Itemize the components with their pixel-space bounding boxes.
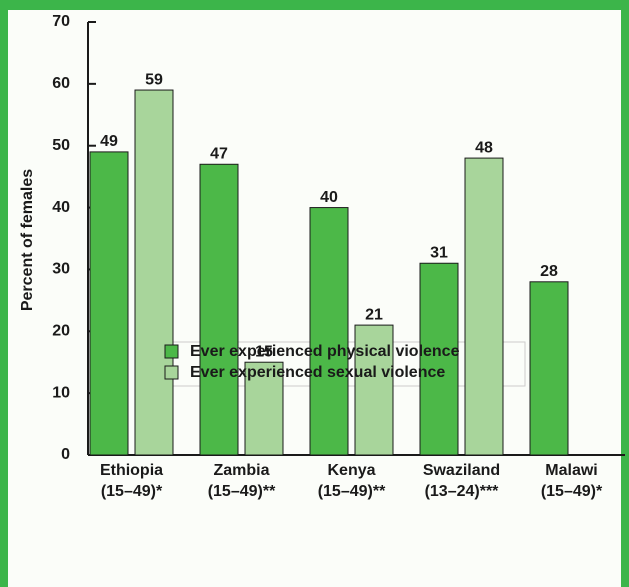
x-tick-label: Ethiopia [100, 462, 163, 479]
y-tick-label: 50 [52, 137, 70, 154]
x-tick-label: Swaziland [423, 462, 500, 479]
data-label: 40 [320, 189, 338, 206]
data-label: 47 [210, 145, 228, 162]
bar [199, 163, 239, 456]
bar [464, 157, 504, 456]
y-tick-label: 60 [52, 75, 70, 92]
data-label: 59 [145, 71, 163, 88]
x-tick-label: Zambia [213, 462, 269, 479]
bar [354, 324, 394, 456]
y-tick-label: 30 [52, 261, 70, 278]
data-label: 48 [475, 139, 493, 156]
y-tick-label: 70 [52, 13, 70, 30]
data-label: 28 [540, 263, 558, 280]
bar [419, 262, 459, 456]
legend-swatch [164, 365, 179, 380]
bar [134, 89, 174, 456]
legend-swatch [164, 344, 179, 359]
y-tick-label: 10 [52, 384, 70, 401]
bar [89, 151, 129, 456]
x-tick-label: Malawi [545, 462, 597, 479]
y-tick-label: 20 [52, 323, 70, 340]
bar [529, 281, 569, 456]
y-tick-label: 40 [52, 199, 70, 216]
data-label: 31 [430, 244, 448, 261]
x-tick-label: (15–49)** [208, 483, 276, 500]
data-label: 15 [255, 343, 273, 360]
x-tick-label: (15–49)** [318, 483, 386, 500]
bar [244, 361, 284, 456]
y-axis-label: Percent of females [19, 169, 36, 311]
x-tick-label: (15–49)* [541, 483, 603, 500]
data-label: 49 [100, 133, 118, 150]
x-tick-label: (13–24)*** [425, 483, 500, 500]
data-label: 21 [365, 306, 383, 323]
legend-label: Ever experienced sexual violence [190, 364, 445, 381]
x-tick-label: (15–49)* [101, 483, 163, 500]
x-tick-label: Kenya [327, 462, 375, 479]
bar [309, 207, 349, 456]
y-tick-label: 0 [61, 446, 70, 463]
legend-label: Ever experienced physical violence [190, 343, 460, 360]
